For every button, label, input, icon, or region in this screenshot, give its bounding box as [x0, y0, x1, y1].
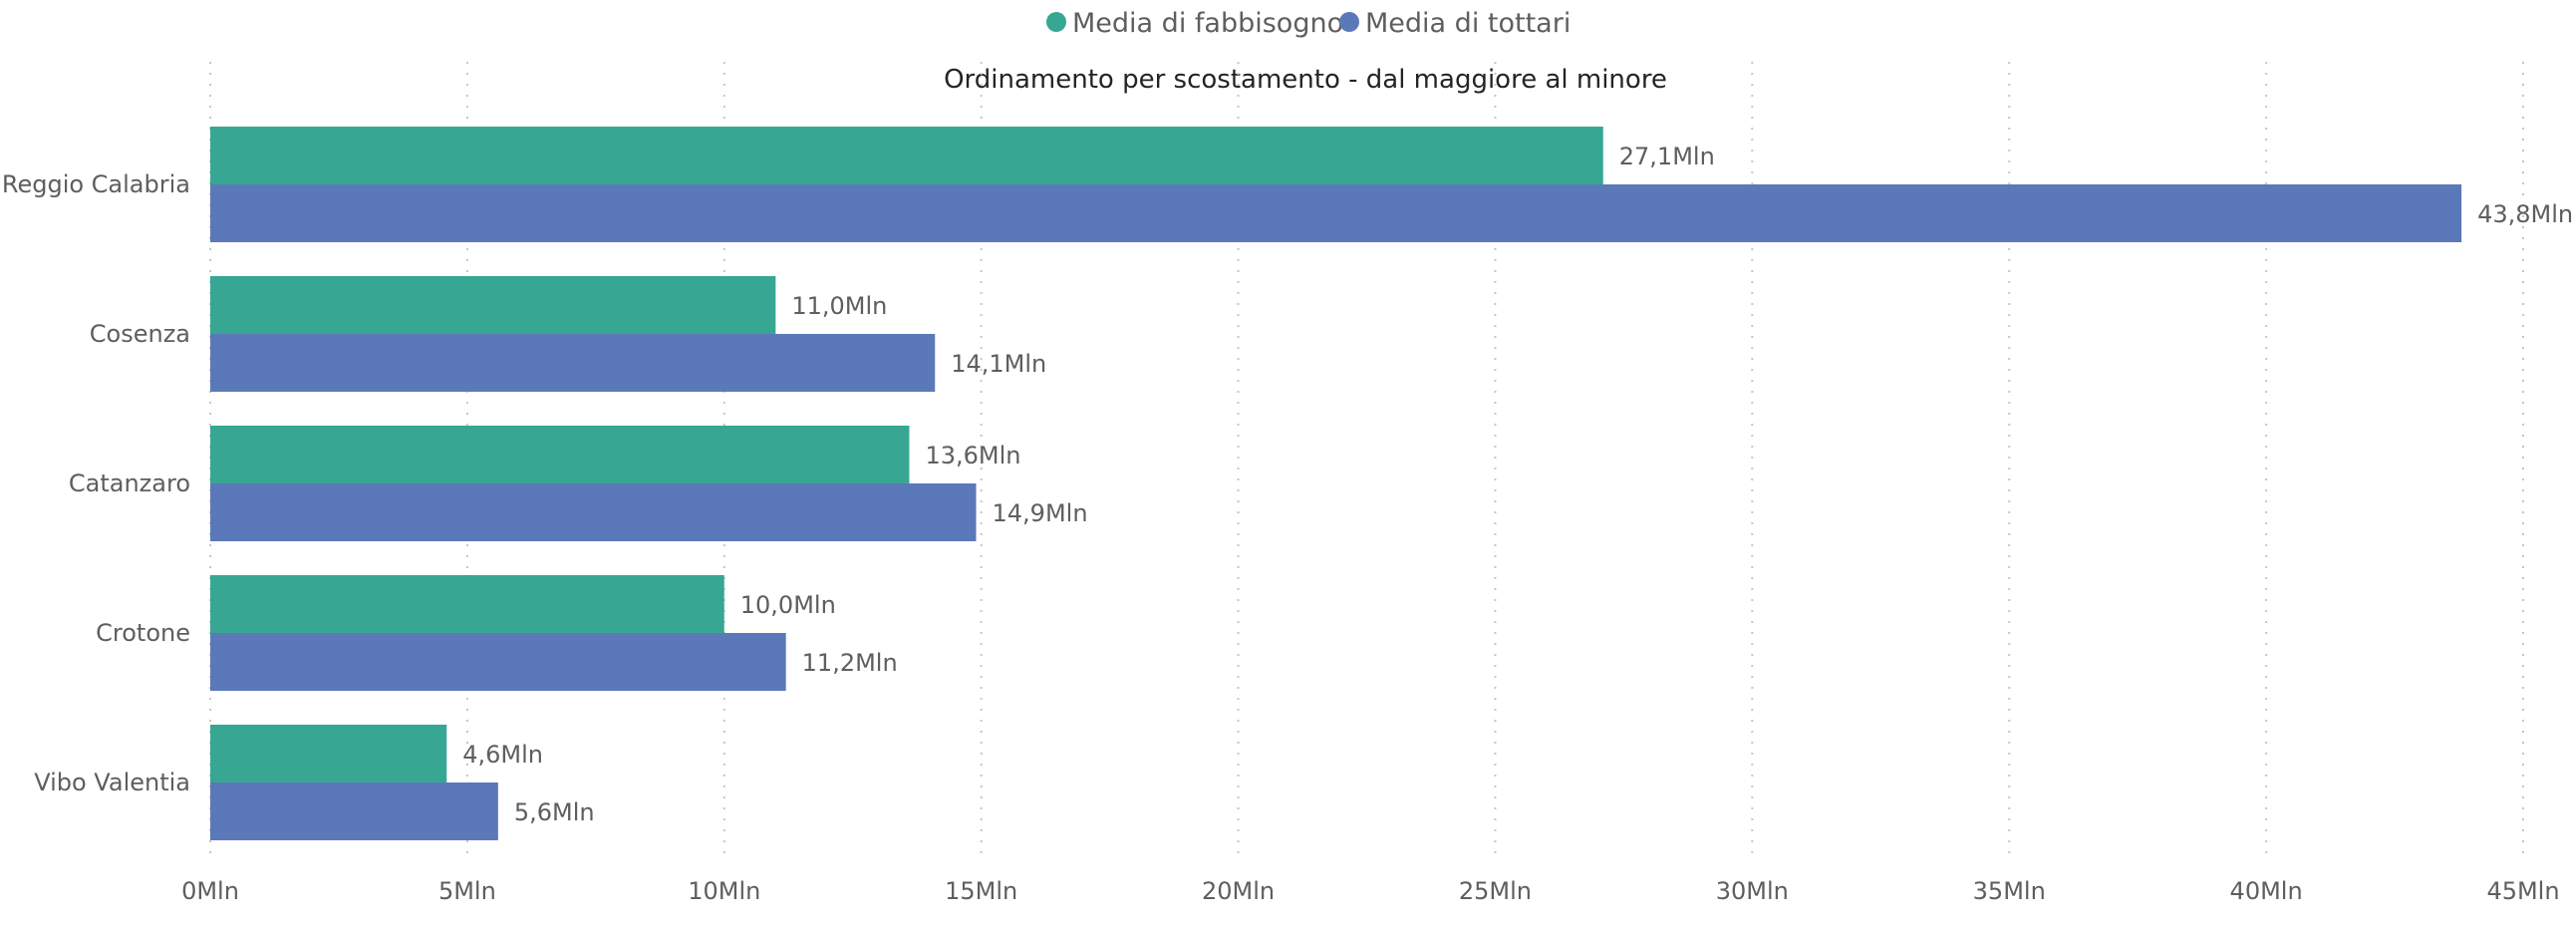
x-tick-label: 20Mln: [1202, 877, 1275, 905]
category-label: Reggio Calabria: [2, 170, 190, 198]
category-label: Crotone: [96, 619, 190, 647]
data-label: 11,2Mln: [802, 649, 898, 677]
x-tick-label: 5Mln: [438, 877, 496, 905]
bar-tottari: [210, 782, 498, 840]
data-label: 14,9Mln: [993, 499, 1088, 527]
bar-tottari: [210, 483, 977, 541]
bar-fabbisogno: [210, 575, 724, 633]
data-label: 10,0Mln: [740, 591, 836, 619]
x-tick-label: 30Mln: [1716, 877, 1789, 905]
category-label: Vibo Valentia: [34, 769, 190, 796]
category-label: Catanzaro: [69, 469, 190, 497]
bar-fabbisogno: [210, 276, 776, 334]
bar-tottari: [210, 184, 2462, 242]
legend-marker-tottari: [1339, 12, 1359, 32]
data-label: 5,6Mln: [514, 798, 595, 826]
x-axis-ticks: 0Mln 5Mln 10Mln 15Mln 20Mln 25Mln 30Mln 35Mln 40…: [181, 877, 2559, 905]
x-tick-label: 35Mln: [1973, 877, 2046, 905]
x-tick-label: 40Mln: [2230, 877, 2303, 905]
bars: [210, 127, 2462, 840]
bar-tottari: [210, 334, 936, 392]
x-tick-label: 0Mln: [181, 877, 239, 905]
bar-fabbisogno: [210, 127, 1603, 184]
legend-label-tottari: Media di tottari: [1365, 8, 1571, 39]
data-label: 4,6Mln: [462, 741, 543, 769]
legend-marker-fabbisogno: [1046, 12, 1066, 32]
data-label: 43,8Mln: [2477, 200, 2573, 228]
bar-tottari: [210, 633, 786, 691]
x-tick-label: 25Mln: [1459, 877, 1532, 905]
legend: Media di fabbisogno Media di tottari: [1046, 8, 1571, 39]
x-tick-label: 10Mln: [688, 877, 760, 905]
category-label: Cosenza: [90, 320, 190, 348]
legend-label-fabbisogno: Media di fabbisogno: [1072, 8, 1343, 39]
data-label: 11,0Mln: [791, 292, 887, 320]
data-label: 13,6Mln: [925, 442, 1020, 469]
category-labels: Reggio Calabria Cosenza Catanzaro Crotone Vi…: [2, 170, 190, 796]
bar-fabbisogno: [210, 725, 447, 782]
bar-fabbisogno: [210, 426, 910, 483]
data-label: 27,1Mln: [1619, 143, 1715, 170]
data-labels: 27,1Mln 43,8Mln 11,0Mln 14,1Mln 13,6Mln 14,9M…: [462, 143, 2573, 826]
x-tick-label: 45Mln: [2486, 877, 2559, 905]
data-label: 14,1Mln: [951, 350, 1046, 378]
chart-title: Ordinamento per scostamento - dal maggio…: [944, 65, 1667, 95]
x-tick-label: 15Mln: [945, 877, 1017, 905]
